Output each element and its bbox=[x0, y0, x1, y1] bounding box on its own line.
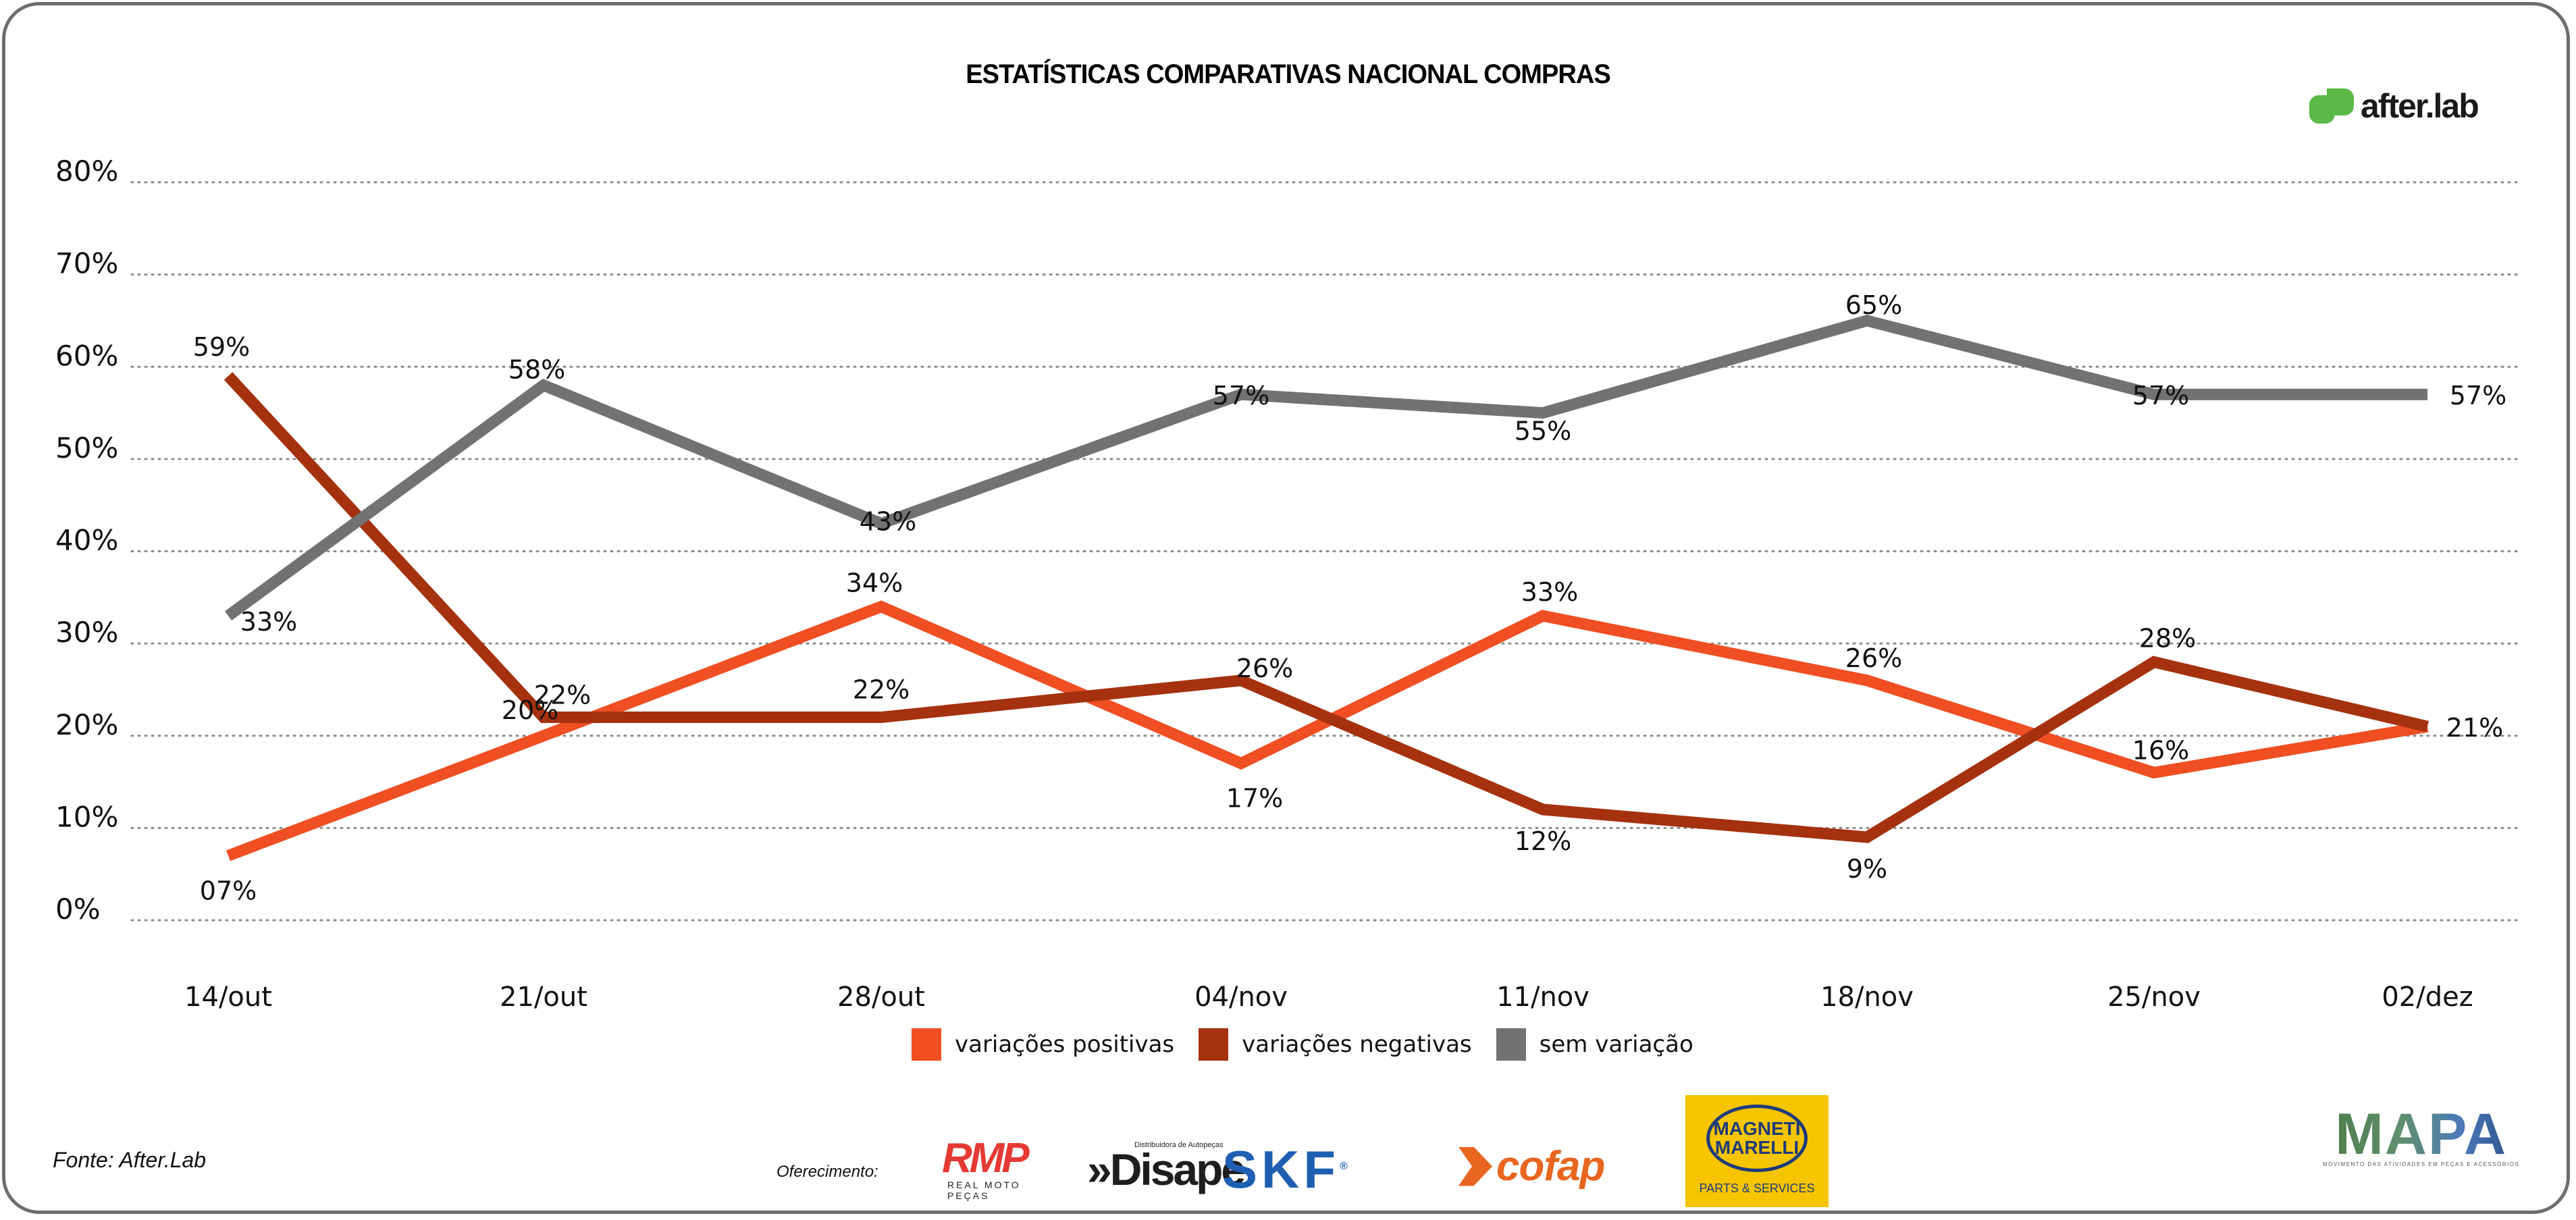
y-tick-label: 20% bbox=[55, 708, 118, 741]
x-tick-label: 28/out bbox=[837, 982, 925, 1013]
cofap-chevron-icon bbox=[1458, 1146, 1492, 1186]
magneti-subtitle: PARTS & SERVICES bbox=[1699, 1182, 1815, 1195]
series-line-negativas bbox=[224, 372, 2429, 843]
skf-wordmark: SKF bbox=[1222, 1140, 1340, 1199]
data-label: 59% bbox=[193, 332, 250, 362]
series-lines bbox=[224, 315, 2429, 861]
magneti-marelli-oval: MAGNETI MARELLI bbox=[1706, 1105, 1808, 1172]
magneti-line1: MAGNETI bbox=[1713, 1118, 1801, 1139]
skf-logo: SKF® bbox=[1222, 1143, 1348, 1196]
disape-subtitle: Distribuidora de Autopeças bbox=[1134, 1141, 1224, 1149]
legend-label-sem-variacao: sem variação bbox=[1539, 1031, 1693, 1058]
data-label: 65% bbox=[1845, 290, 1902, 320]
data-label: 9% bbox=[1847, 854, 1887, 884]
data-label: 33% bbox=[240, 607, 297, 637]
data-label: 57% bbox=[2450, 381, 2506, 410]
y-tick-label: 70% bbox=[55, 247, 118, 280]
sponsor-label: Oferecimento: bbox=[777, 1163, 878, 1181]
rmp-logo: RMP REAL MOTO PEÇAS bbox=[942, 1135, 1063, 1202]
y-tick-label: 10% bbox=[55, 800, 118, 833]
x-tick-label: 14/out bbox=[184, 982, 272, 1013]
registered-icon: ® bbox=[1340, 1161, 1348, 1172]
data-label: 17% bbox=[1226, 784, 1283, 814]
chart-title: ESTATÍSTICAS COMPARATIVAS NACIONAL COMPR… bbox=[966, 59, 1610, 89]
data-label: 20% bbox=[502, 695, 558, 725]
data-label: 34% bbox=[846, 568, 903, 598]
data-label: 58% bbox=[508, 355, 565, 385]
data-label: 26% bbox=[1845, 643, 1902, 673]
legend-item-sem-variacao: sem variação bbox=[1496, 1028, 1693, 1061]
cofap-logo: cofap bbox=[1458, 1142, 1605, 1190]
data-label: 57% bbox=[1213, 381, 1269, 410]
legend-item-positivas: variações positivas bbox=[912, 1028, 1174, 1061]
mapa-subtitle: MOVIMENTO DAS ATIVIDADES EM PEÇAS E ACES… bbox=[2323, 1161, 2520, 1167]
x-tick-label: 18/nov bbox=[1820, 982, 1914, 1013]
chart-legend: variações positivas variações negativas … bbox=[912, 1028, 1718, 1061]
legend-swatch-negativas bbox=[1199, 1028, 1229, 1061]
legend-swatch-sem-variacao bbox=[1496, 1028, 1526, 1061]
y-tick-label: 40% bbox=[55, 524, 118, 557]
magneti-marelli-logo: MAGNETI MARELLI PARTS & SERVICES bbox=[1685, 1095, 1829, 1207]
disape-logo: Distribuidora de Autopeças »Disape bbox=[1087, 1141, 1246, 1194]
legend-label-negativas: variações negativas bbox=[1242, 1031, 1472, 1058]
mapa-wordmark: MAPA bbox=[2323, 1105, 2519, 1163]
cofap-wordmark: cofap bbox=[1496, 1143, 1605, 1190]
data-label: 21% bbox=[2446, 713, 2503, 743]
data-label: 55% bbox=[1515, 417, 1571, 446]
after-lab-wordmark: after.lab bbox=[2361, 87, 2479, 125]
data-label: 22% bbox=[853, 674, 910, 704]
x-tick-label: 04/nov bbox=[1194, 982, 1288, 1013]
data-label: 57% bbox=[2132, 381, 2189, 410]
y-tick-label: 30% bbox=[55, 616, 118, 649]
mapa-logo: MAPA MOVIMENTO DAS ATIVIDADES EM PEÇAS E… bbox=[2323, 1105, 2520, 1167]
y-tick-label: 50% bbox=[55, 431, 118, 465]
after-lab-logo: after.lab bbox=[2309, 86, 2479, 126]
x-tick-label: 21/out bbox=[500, 982, 587, 1013]
y-tick-label: 80% bbox=[55, 155, 118, 188]
data-label: 26% bbox=[1236, 654, 1293, 683]
legend-item-negativas: variações negativas bbox=[1199, 1028, 1472, 1061]
data-label: 22% bbox=[534, 680, 591, 710]
rmp-wordmark: RMP bbox=[942, 1135, 1030, 1182]
x-tick-label: 02/dez bbox=[2382, 982, 2473, 1013]
data-label: 16% bbox=[2132, 735, 2189, 765]
series-line-sem-variacao bbox=[224, 315, 2427, 620]
data-label: 43% bbox=[860, 507, 916, 537]
data-label: 07% bbox=[200, 876, 257, 905]
data-labels: 07% 20% 34% 17% 33% 26% 16% 21% 59% 22% 22% 26% 12% 9… bbox=[193, 290, 2506, 905]
legend-label-positivas: variações positivas bbox=[955, 1031, 1175, 1058]
y-axis-ticks: 0% 10% 20% 30% 40% 50% 60% 70% 80% bbox=[55, 155, 118, 926]
source-note: Fonte: After.Lab bbox=[53, 1148, 207, 1172]
grid-lines bbox=[130, 181, 2523, 922]
after-lab-leaf-icon bbox=[2309, 88, 2354, 124]
data-label: 12% bbox=[1515, 826, 1571, 856]
y-tick-label: 0% bbox=[55, 893, 101, 926]
data-label: 33% bbox=[1521, 577, 1578, 607]
legend-swatch-positivas bbox=[912, 1028, 941, 1061]
rmp-subtitle: REAL MOTO PEÇAS bbox=[947, 1179, 1021, 1201]
data-label: 28% bbox=[2139, 623, 2196, 653]
x-tick-label: 25/nov bbox=[2107, 982, 2201, 1013]
x-axis-ticks: 14/out 21/out 28/out 04/nov 11/nov 18/nov 25/n… bbox=[184, 982, 2473, 1013]
x-tick-label: 11/nov bbox=[1496, 982, 1589, 1013]
y-tick-label: 60% bbox=[55, 339, 118, 372]
magneti-line2: MARELLI bbox=[1714, 1137, 1799, 1158]
disape-wordmark: »Disape bbox=[1087, 1144, 1246, 1194]
